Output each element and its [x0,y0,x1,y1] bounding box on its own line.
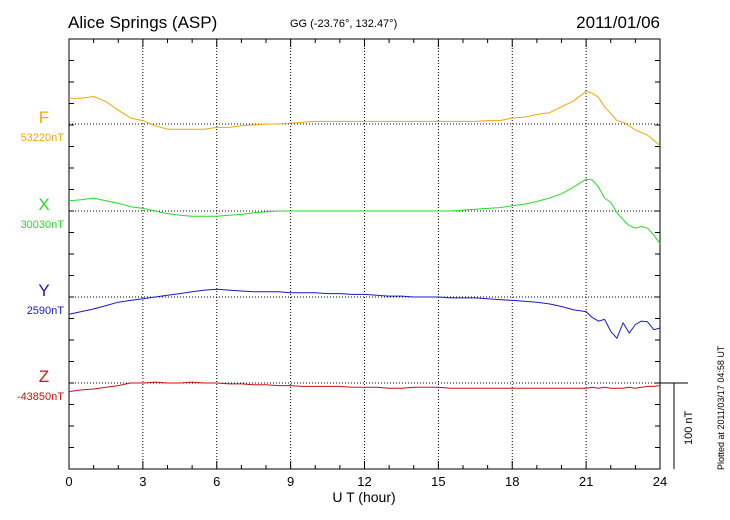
component-name-f: F [39,108,49,127]
x-tick-label: 21 [579,474,593,489]
x-tick-label: 24 [653,474,667,489]
component-baseline-f: 53220nT [21,132,65,144]
x-tick-label: 0 [65,474,72,489]
y-minor-ticks [69,61,660,448]
component-name-y: Y [38,281,49,300]
scale-bar: 100 nT [660,383,695,469]
x-tick-label: 15 [431,474,445,489]
chart-date: 2011/01/06 [576,13,660,32]
grid [69,39,660,469]
plot-frame [69,39,660,469]
x-tick-label: 6 [213,474,220,489]
x-axis-label: U T (hour) [332,489,395,505]
x-axis: 0 3 6 9 12 15 18 21 24 [65,39,667,489]
plotted-timestamp: Plotted at 2011/03/17 04:58 UT [716,345,726,470]
component-name-x: X [38,195,49,214]
chart-title: Alice Springs (ASP) [68,13,217,32]
station-coordinates: GG (-23.76°, 132.47°) [290,18,397,30]
component-baseline-z: -43850nT [17,391,64,403]
x-tick-label: 3 [139,474,146,489]
x-tick-label: 9 [287,474,294,489]
component-baseline-y: 2590nT [27,305,65,317]
x-tick-label: 18 [505,474,519,489]
component-labels: F 53220nT X 30030nT Y 2590nT Z -43850nT [17,108,64,403]
series-group [69,91,660,391]
x-tick-label: 12 [357,474,371,489]
component-baseline-x: 30030nT [21,219,65,231]
component-name-z: Z [39,367,49,386]
scale-bar-label: 100 nT [683,410,695,445]
